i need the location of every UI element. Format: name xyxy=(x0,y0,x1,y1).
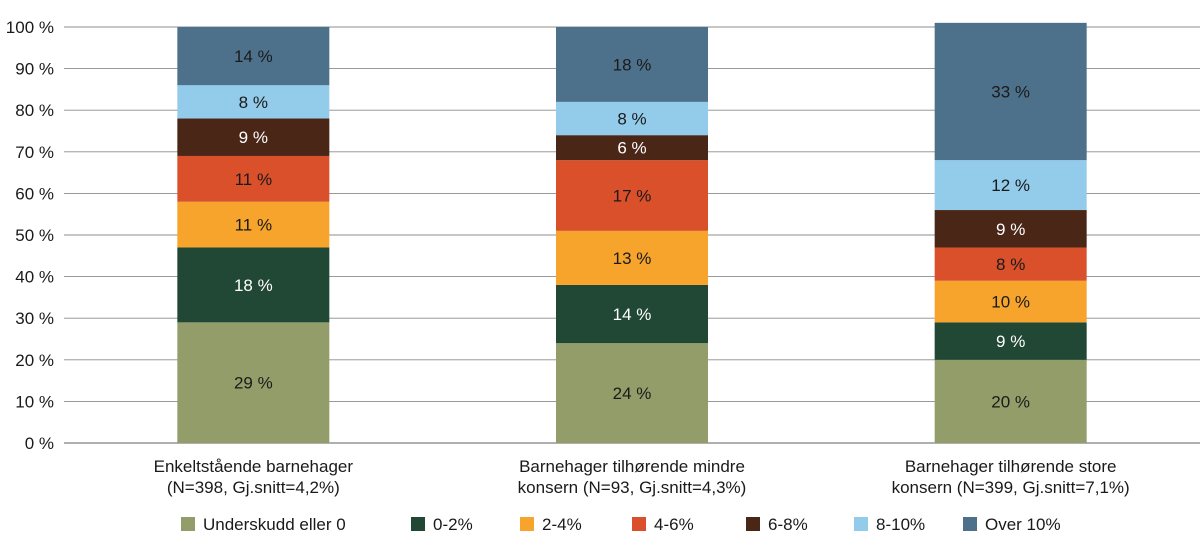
y-tick-label: 30 % xyxy=(15,309,54,328)
y-axis: 0 % 10 % 20 % 30 % 40 % 50 % 60 % 70 % 80 % 90 % 1… xyxy=(6,18,54,453)
legend-label: 2-4% xyxy=(542,515,582,534)
y-tick-label: 20 % xyxy=(15,351,54,370)
y-tick-label: 60 % xyxy=(15,184,54,203)
bar-segment xyxy=(177,247,330,323)
bar-segment xyxy=(934,210,1087,248)
x-axis: Enkeltstående barnehager (N=398, Gj.snitt… xyxy=(154,457,1130,497)
data-label: 13 % xyxy=(613,249,652,268)
bar-segment xyxy=(934,280,1087,323)
legend-label: Underskudd eller 0 xyxy=(203,515,346,534)
legend-label: 8-10% xyxy=(876,515,925,534)
legend-swatch xyxy=(854,517,868,531)
bar-segment xyxy=(556,135,708,161)
bar-segment xyxy=(556,27,708,102)
y-tick-label: 80 % xyxy=(15,101,54,120)
data-label: 14 % xyxy=(234,47,273,66)
x-category-label: (N=398, Gj.snitt=4,2%) xyxy=(167,478,340,497)
y-tick-label: 70 % xyxy=(15,143,54,162)
y-tick-label: 40 % xyxy=(15,268,54,287)
x-category-label: Barnehager tilhørende mindre xyxy=(519,457,745,476)
bar-segment xyxy=(177,85,330,119)
data-label: 11 % xyxy=(235,170,273,189)
legend-label: Over 10% xyxy=(985,515,1061,534)
y-tick-label: 10 % xyxy=(15,392,54,411)
x-category-label: konsern (N=399, Gj.snitt=7,1%) xyxy=(892,478,1130,497)
x-category-label: Barnehager tilhørende store xyxy=(905,457,1117,476)
data-label: 14 % xyxy=(613,305,652,324)
bar-segment xyxy=(556,101,708,136)
y-tick-label: 90 % xyxy=(15,60,54,79)
y-tick-label: 0 % xyxy=(25,434,54,453)
legend-swatch xyxy=(746,517,760,531)
data-label: 11 % xyxy=(235,216,273,235)
legend-swatch xyxy=(411,517,425,531)
bar-segment xyxy=(934,160,1087,211)
bar-segment xyxy=(556,230,708,285)
data-label: 20 % xyxy=(991,392,1030,411)
data-label: 8 % xyxy=(996,255,1025,274)
bar-segment xyxy=(177,118,330,156)
data-label: 8 % xyxy=(617,110,646,129)
data-label: 10 % xyxy=(991,293,1030,312)
bar-segment xyxy=(934,322,1087,360)
data-label: 8 % xyxy=(239,93,268,112)
bar-segment xyxy=(934,247,1087,281)
bar-segment xyxy=(177,27,330,86)
bar-segment xyxy=(177,322,330,443)
data-label: 29 % xyxy=(234,374,273,393)
y-tick-label: 50 % xyxy=(15,226,54,245)
y-tick-label: 100 % xyxy=(6,18,54,37)
legend-swatch xyxy=(963,517,977,531)
bar-segment xyxy=(556,343,708,443)
legend-label: 6-8% xyxy=(768,515,808,534)
data-label: 9 % xyxy=(996,332,1025,351)
data-label: 6 % xyxy=(617,139,646,158)
data-label: 9 % xyxy=(239,128,268,147)
data-label: 9 % xyxy=(996,220,1025,239)
x-category-label: Enkeltstående barnehager xyxy=(154,457,354,476)
legend-label: 4-6% xyxy=(654,515,694,534)
bars: 29 % 18 % 11 % 11 % 9 % 8 % 14 % 24 % 14 % 13 % 17… xyxy=(177,22,1087,443)
data-label: 18 % xyxy=(234,276,273,295)
bar-segment xyxy=(177,155,330,202)
bar-segment xyxy=(177,201,330,248)
bar-segment xyxy=(934,22,1087,161)
data-label: 12 % xyxy=(991,176,1030,195)
bar-segment xyxy=(556,284,708,344)
legend-swatch xyxy=(632,517,646,531)
data-label: 17 % xyxy=(613,186,652,205)
data-label: 24 % xyxy=(613,384,652,403)
bar-segment xyxy=(934,359,1087,443)
legend-label: 0-2% xyxy=(433,515,473,534)
legend: Underskudd eller 0 0-2% 2-4% 4-6% 6-8% 8-10% O… xyxy=(181,515,1061,534)
data-label: 33 % xyxy=(991,82,1030,101)
data-label: 18 % xyxy=(613,55,652,74)
x-category-label: konsern (N=93, Gj.snitt=4,3%) xyxy=(518,478,747,497)
legend-swatch xyxy=(520,517,534,531)
legend-swatch xyxy=(181,517,195,531)
bar-segment xyxy=(556,160,708,231)
